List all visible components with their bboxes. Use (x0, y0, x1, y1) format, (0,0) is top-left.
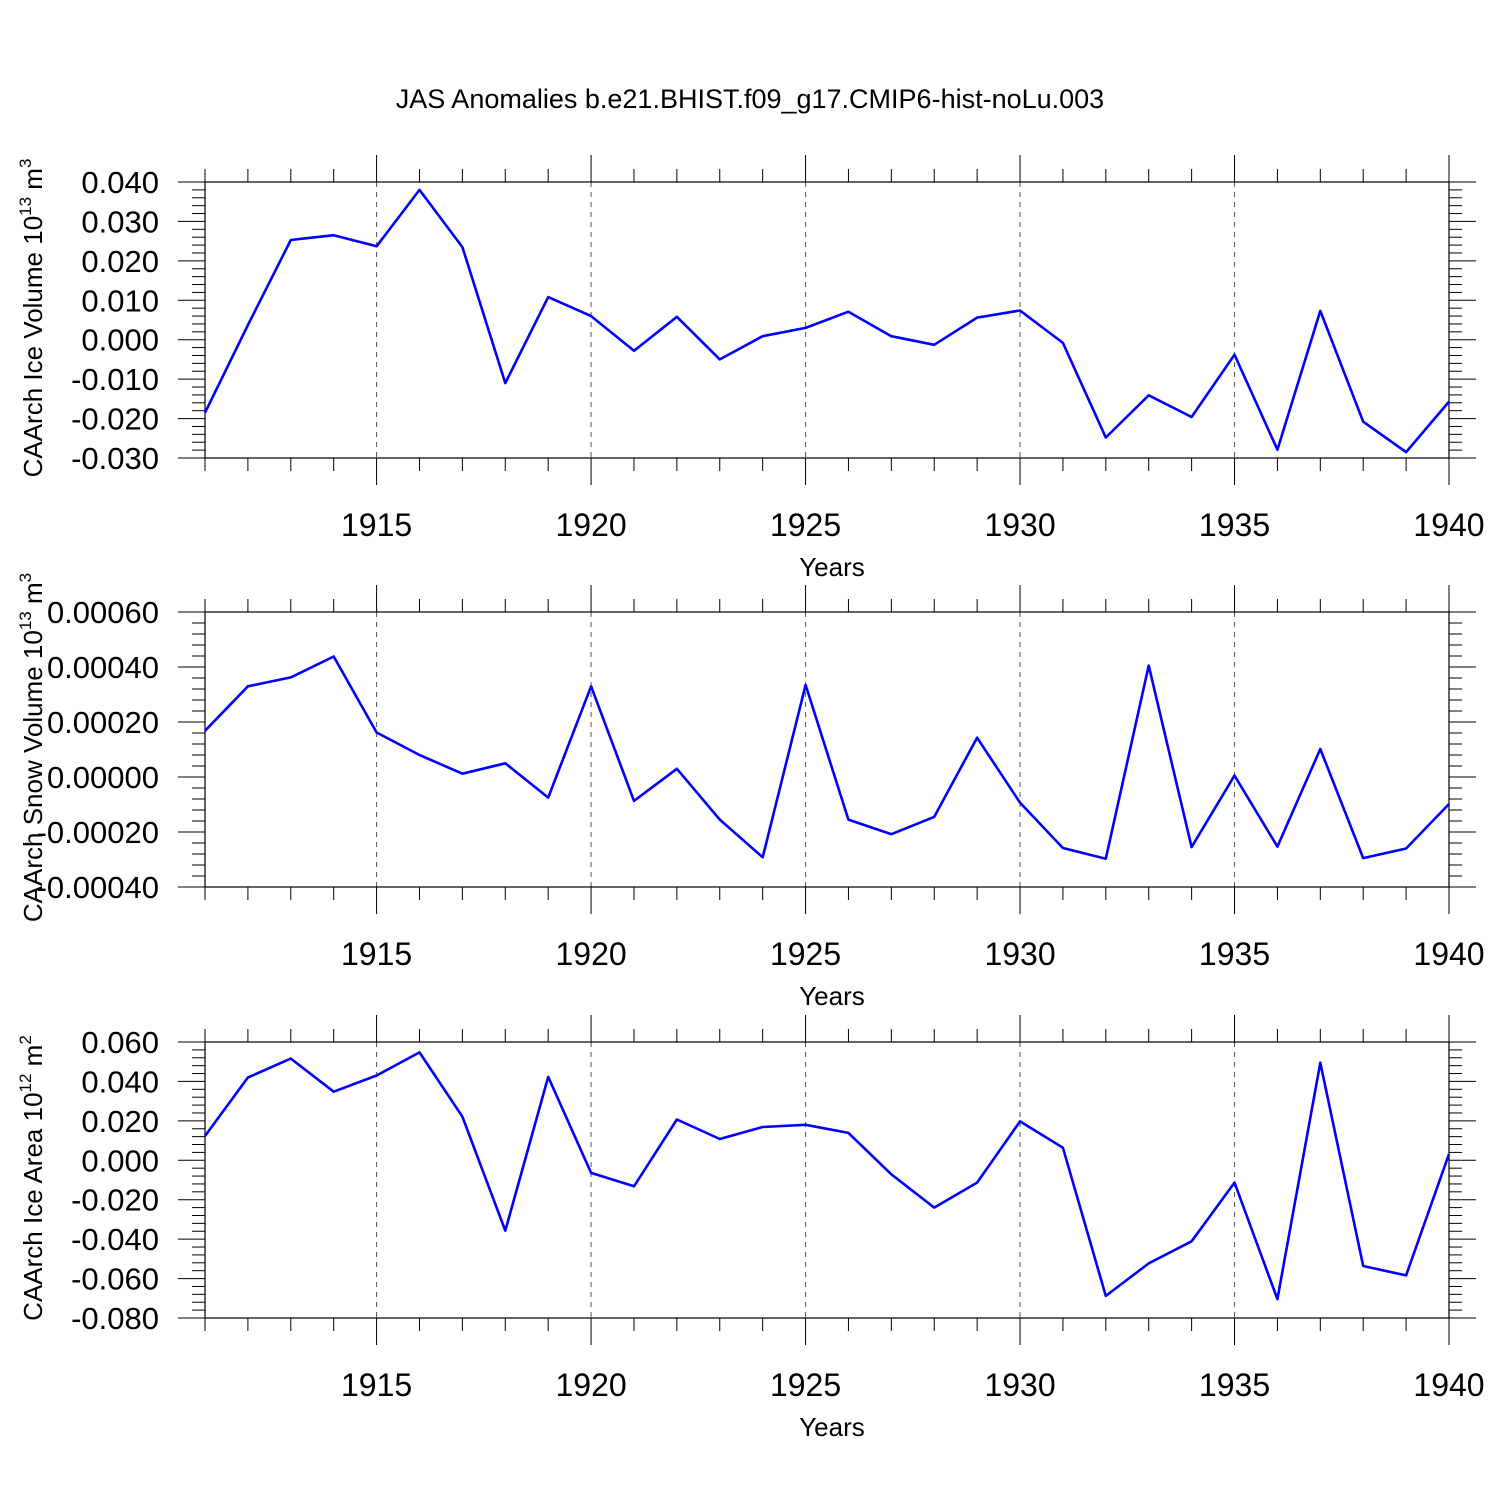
x-axis-label: Years (799, 552, 865, 582)
series-line (203, 1051, 1451, 1301)
x-tick-label: 1930 (984, 936, 1055, 972)
y-tick-label: -0.020 (71, 402, 159, 437)
y-tick-label: -0.00020 (37, 815, 159, 850)
x-tick-label: 1940 (1413, 507, 1484, 543)
y-tick-label: 0.000 (81, 1143, 159, 1178)
y-tick-label: -0.020 (71, 1183, 159, 1218)
x-tick-label: 1925 (770, 936, 841, 972)
y-tick-label: 0.00020 (47, 705, 159, 740)
y-tick-label: 0.00060 (47, 595, 159, 630)
x-tick-label: 1915 (341, 936, 412, 972)
x-tick-label: 1930 (984, 507, 1055, 543)
y-tick-label: -0.040 (71, 1222, 159, 1257)
y-tick-label: 0.00000 (47, 760, 159, 795)
x-tick-label: 1925 (770, 1367, 841, 1403)
y-tick-label: -0.00040 (37, 870, 159, 905)
y-tick-label: 0.020 (81, 244, 159, 279)
series-line (203, 188, 1450, 454)
y-tick-label: 0.040 (81, 165, 159, 200)
y-axis-label: CAArch Ice Volume 1013 m3 (16, 159, 48, 478)
y-tick-label: -0.030 (71, 441, 159, 476)
chart-panel-2: 1915 1920 1925 1930 1935 1940 Years -0.00040 -0.… (16, 573, 1485, 1011)
x-tick-label: 1920 (555, 1367, 626, 1403)
x-tick-label: 1930 (984, 1367, 1055, 1403)
series-line (204, 655, 1450, 861)
y-tick-label: 0.030 (81, 204, 159, 239)
chart-panel-3: 1915 1920 1925 1930 1935 1940 Years -0.080 -0.06… (16, 1015, 1485, 1442)
x-tick-label: 1915 (341, 1367, 412, 1403)
x-tick-label: 1920 (555, 507, 626, 543)
y-tick-label: -0.060 (71, 1262, 159, 1297)
x-axis-label: Years (799, 1412, 865, 1442)
plot-frame (204, 181, 1450, 459)
y-tick-label: 0.040 (81, 1064, 159, 1099)
x-axis-label: Years (799, 981, 865, 1011)
x-tick-label: 1940 (1413, 936, 1484, 972)
y-tick-label: 0.00040 (47, 650, 159, 685)
y-tick-label: 0.010 (81, 283, 159, 318)
y-tick-label: -0.010 (71, 362, 159, 397)
y-axis-label: CAArch Snow Volume 1013 m3 (16, 573, 48, 922)
x-tick-label: 1915 (341, 507, 412, 543)
x-tick-label: 1925 (770, 507, 841, 543)
plot-frame (204, 611, 1450, 888)
plot-frame (204, 1041, 1450, 1319)
y-axis-label: CAArch Ice Area 1012 m2 (16, 1035, 48, 1321)
x-tick-label: 1935 (1199, 507, 1270, 543)
y-tick-label: -0.080 (71, 1301, 159, 1336)
figure-title: JAS Anomalies b.e21.BHIST.f09_g17.CMIP6-… (396, 84, 1104, 114)
y-tick-label: 0.020 (81, 1104, 159, 1139)
y-tick-label: 0.060 (81, 1025, 159, 1060)
x-tick-label: 1935 (1199, 936, 1270, 972)
x-tick-label: 1935 (1199, 1367, 1270, 1403)
y-tick-label: 0.000 (81, 323, 159, 358)
chart-panel-1: 1915 1920 1925 1930 1935 1940 Years -0.030 -0.02… (16, 155, 1485, 582)
x-tick-label: 1940 (1413, 1367, 1484, 1403)
x-tick-label: 1920 (555, 936, 626, 972)
chart-panels: 1915 1920 1925 1930 1935 1940 Years -0.030 -0.02… (16, 155, 1485, 1442)
